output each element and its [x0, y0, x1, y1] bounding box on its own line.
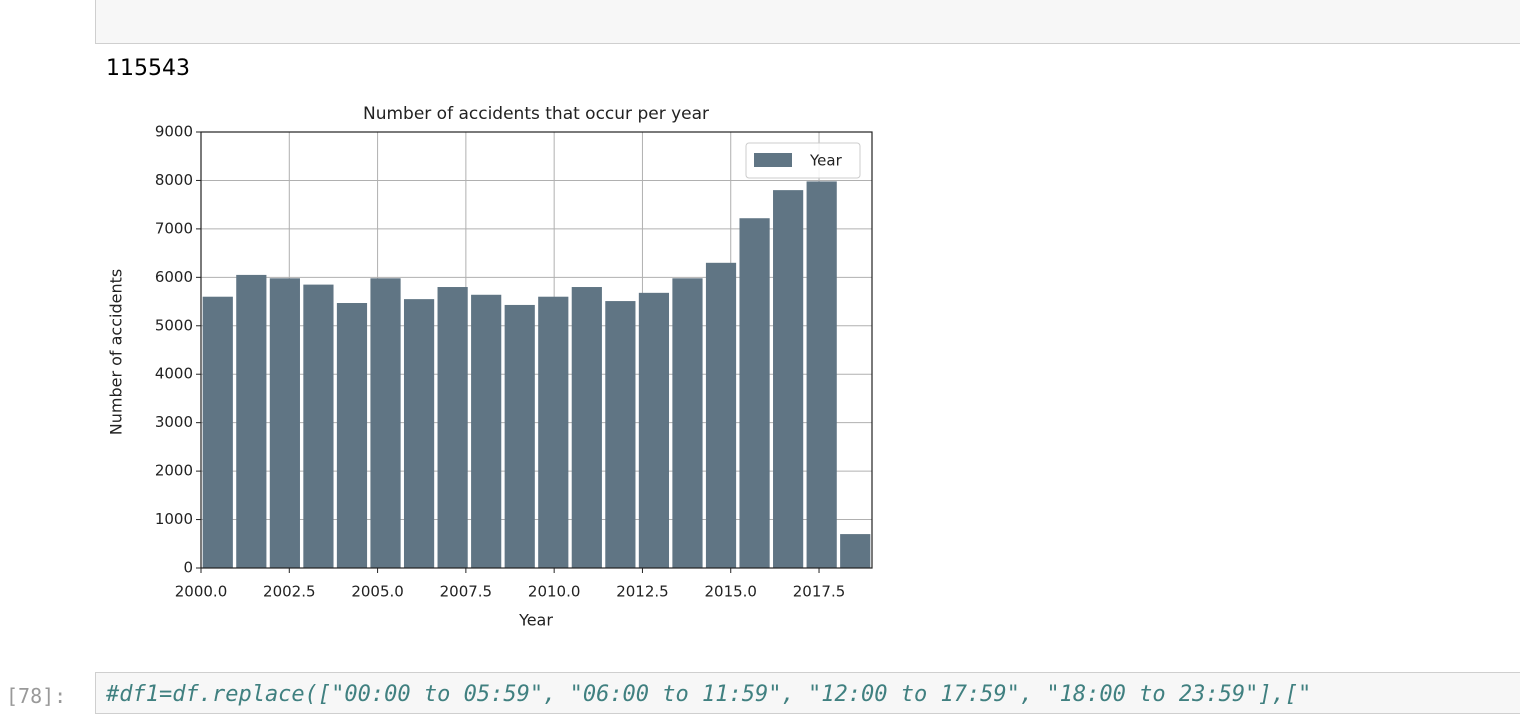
- y-tick-label: 8000: [155, 171, 193, 189]
- bar: [269, 278, 300, 568]
- chart: Number of accidents that occur per year …: [107, 104, 873, 630]
- bar: [437, 287, 468, 568]
- bar: [672, 278, 703, 568]
- legend-label: Year: [809, 152, 843, 170]
- bar: [471, 294, 502, 568]
- code-text: #df1=df.replace(["00:00 to 05:59", "06:0…: [106, 682, 1312, 707]
- bar: [605, 301, 636, 568]
- y-tick-label: 5000: [155, 316, 193, 334]
- bar: [370, 278, 401, 568]
- bar: [236, 274, 267, 568]
- cell-prompt: [78]:: [6, 684, 67, 708]
- legend-swatch: [754, 153, 792, 167]
- x-tick-label: 2017.5: [793, 583, 846, 601]
- x-tick-label: 2005.0: [351, 583, 404, 601]
- x-tick-label: 2002.5: [263, 583, 316, 601]
- y-tick-label: 9000: [155, 123, 193, 141]
- y-axis-label: Number of accidents: [107, 269, 126, 435]
- bar: [571, 287, 602, 568]
- y-tick-label: 7000: [155, 219, 193, 237]
- output-text: 115543: [106, 56, 190, 81]
- chart-title: Number of accidents that occur per year: [363, 104, 709, 124]
- y-tick-label: 0: [183, 559, 193, 577]
- axes-frame: [200, 131, 873, 569]
- bar: [504, 304, 535, 568]
- bar: [705, 262, 737, 568]
- code-cell[interactable]: [95, 0, 1520, 44]
- bar: [638, 292, 670, 568]
- y-tick-label: 6000: [155, 268, 193, 286]
- y-tick-label: 4000: [155, 365, 193, 383]
- x-tick-label: 2015.0: [704, 583, 757, 601]
- y-tick-label: 2000: [155, 462, 193, 480]
- bar: [840, 534, 871, 568]
- legend-box: [745, 142, 861, 179]
- x-tick-label: 2010.0: [528, 583, 581, 601]
- bar: [202, 296, 233, 568]
- y-tick-label: 3000: [155, 413, 193, 431]
- bar: [303, 284, 334, 568]
- bar: [739, 218, 770, 568]
- x-tick-label: 2000.0: [175, 583, 228, 601]
- y-tick-label: 1000: [155, 510, 193, 528]
- x-axis-label: Year: [518, 611, 553, 630]
- bar: [538, 296, 569, 568]
- bar: [806, 181, 837, 568]
- bar: [773, 190, 804, 568]
- x-tick-label: 2007.5: [440, 583, 493, 601]
- bar: [403, 299, 435, 568]
- x-tick-label: 2012.5: [616, 583, 669, 601]
- bar: [336, 303, 368, 568]
